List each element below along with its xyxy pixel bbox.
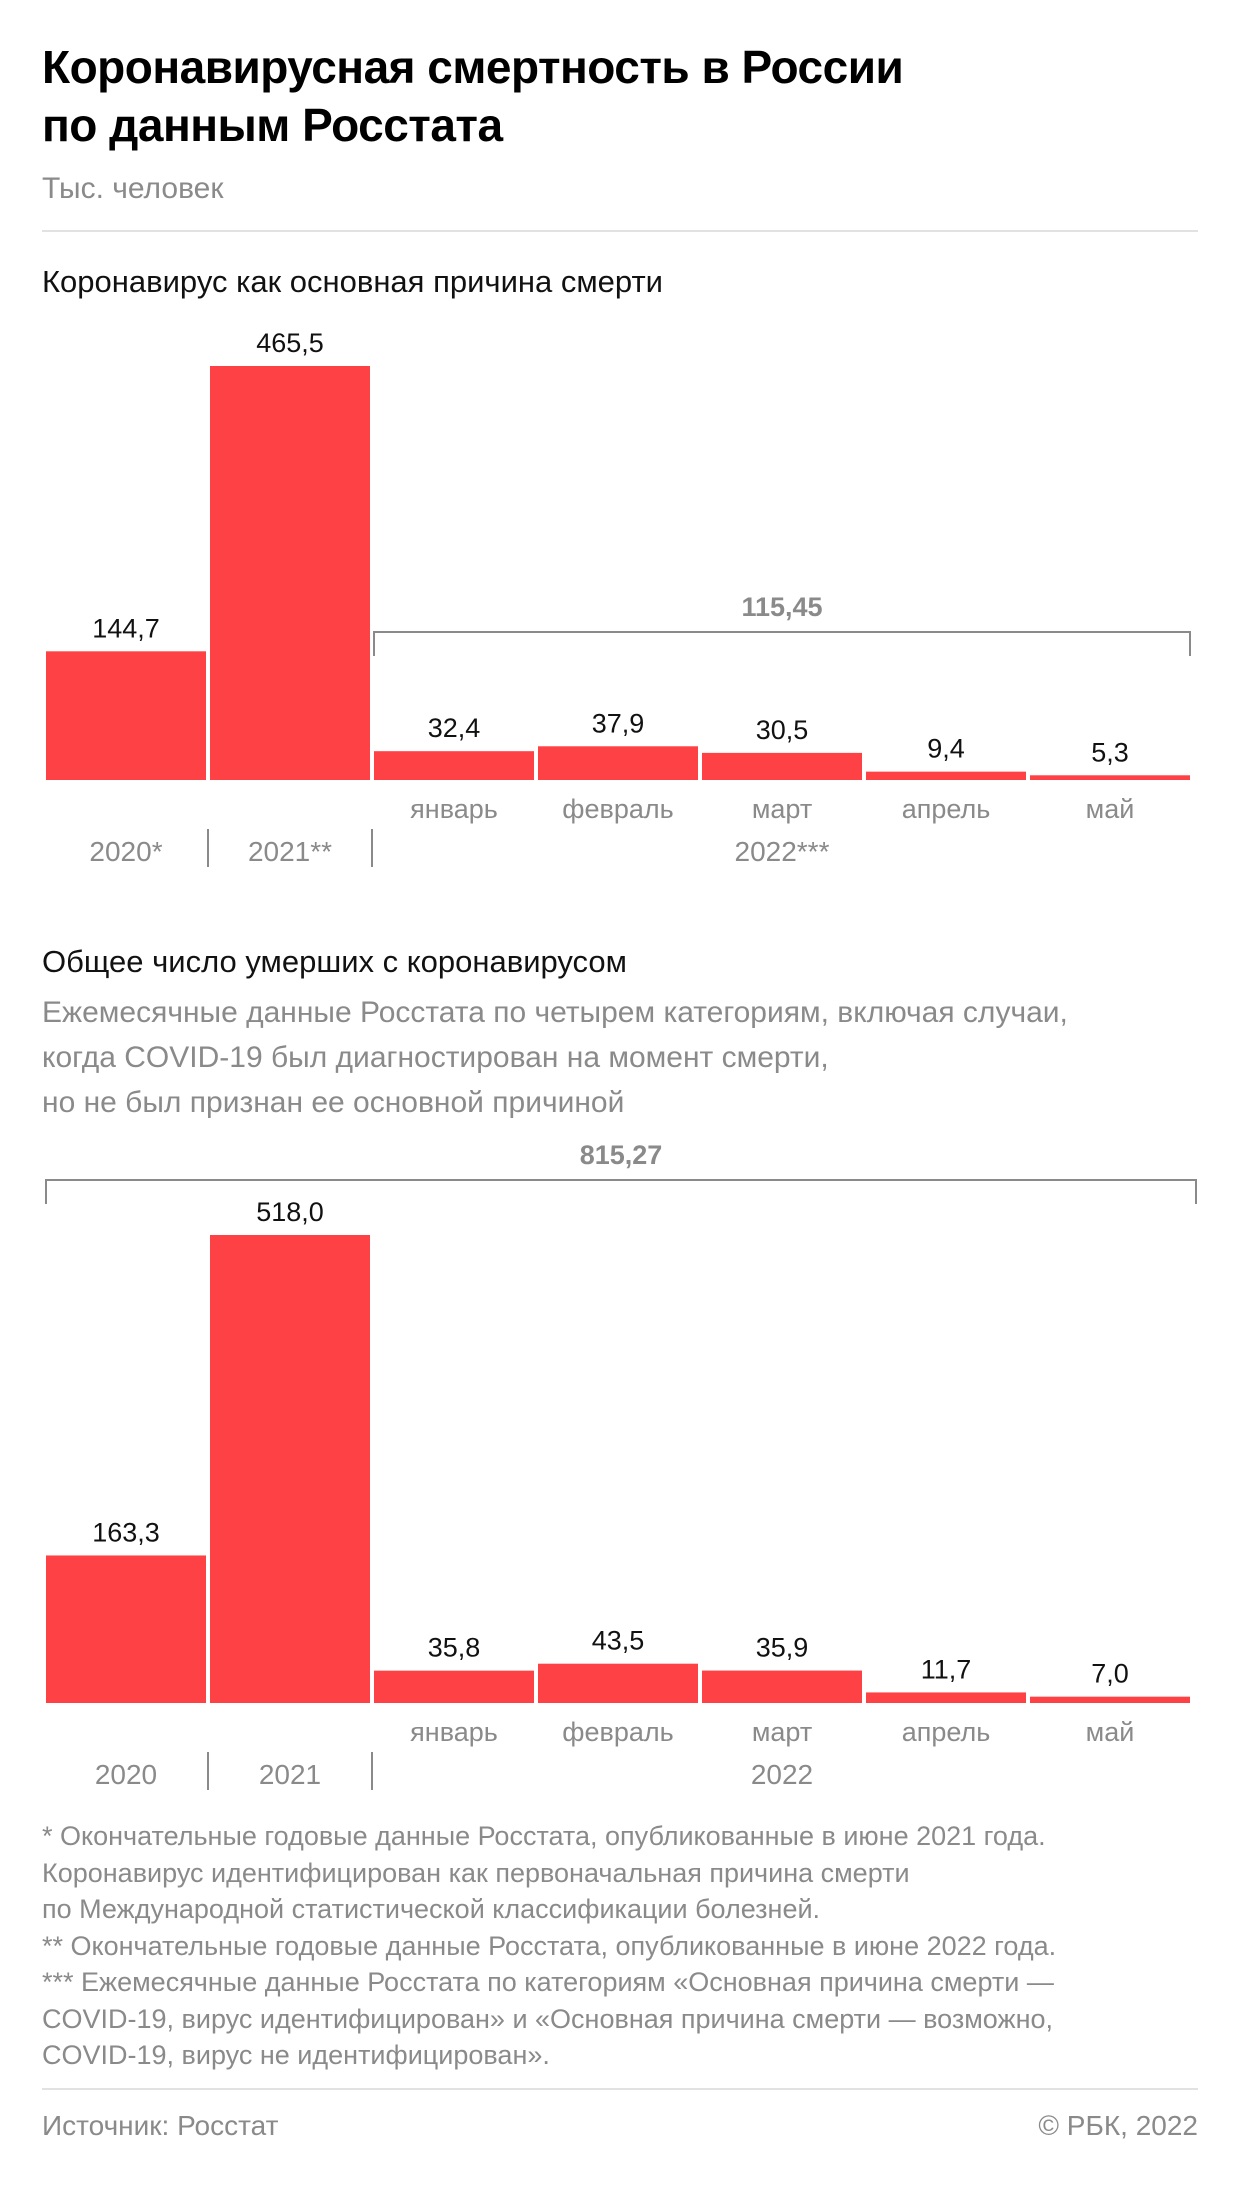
copyright-label: © РБК, 2022 xyxy=(1038,2110,1198,2141)
bar xyxy=(374,751,534,780)
bar xyxy=(210,366,370,780)
month-label: май xyxy=(1086,1717,1135,1747)
footnote-line: по Международной статистической классифи… xyxy=(42,1894,821,1924)
units-subtitle: Тыс. человек xyxy=(42,172,224,205)
total-bracket xyxy=(45,1179,1197,1204)
value-label: 7,0 xyxy=(1091,1659,1129,1689)
bar xyxy=(374,1670,534,1703)
source-label: Источник: Росстат xyxy=(42,2110,279,2141)
year-label: 2021 xyxy=(259,1759,321,1790)
month-label: февраль xyxy=(562,794,673,824)
total-label: 815,27 xyxy=(580,1140,663,1170)
value-label: 518,0 xyxy=(256,1197,324,1227)
month-label: январь xyxy=(410,1717,498,1747)
year-label: 2021** xyxy=(248,836,332,867)
footnote-line: COVID-19, вирус не идентифицирован». xyxy=(42,2040,550,2070)
footnote-line: ** Окончательные годовые данные Росстата… xyxy=(42,1930,1057,1961)
chart2-title: Общее число умерших с коронавирусом xyxy=(42,944,627,979)
value-label: 163,3 xyxy=(92,1517,160,1547)
value-label: 144,7 xyxy=(92,613,160,643)
bar xyxy=(538,1663,698,1703)
total-bracket xyxy=(373,631,1191,656)
chart1-title: Коронавирус как основная причина смерти xyxy=(42,264,663,299)
footnote-line: * Окончательные годовые данные Росстата,… xyxy=(42,1821,1046,1851)
value-label: 11,7 xyxy=(921,1654,972,1684)
value-label: 35,9 xyxy=(756,1633,809,1663)
chart-underlying-cause: 144,7 465,5 32,4 37,9 30,5 9,4 5,3 январь феврал… xyxy=(46,328,1191,867)
bar xyxy=(702,1670,862,1703)
title-line-2: по данным Росстата xyxy=(42,99,503,151)
value-label: 9,4 xyxy=(927,734,965,764)
month-label: март xyxy=(752,1717,812,1747)
value-label: 30,5 xyxy=(756,715,809,745)
chart2-note: Ежемесячные данные Росстата по четырем к… xyxy=(42,990,1222,1125)
year-label: 2020* xyxy=(89,836,162,867)
year-label: 2022 xyxy=(751,1759,813,1790)
value-label: 43,5 xyxy=(592,1626,645,1656)
bar xyxy=(866,771,1026,780)
value-label: 35,8 xyxy=(428,1633,481,1663)
top-divider xyxy=(42,230,1198,232)
bar xyxy=(46,1555,206,1703)
month-label: апрель xyxy=(902,1717,991,1747)
bar xyxy=(538,746,698,780)
bar xyxy=(210,1235,370,1703)
title-line-1: Коронавирусная смертность в России xyxy=(42,41,904,93)
total-label: 115,45 xyxy=(741,592,822,622)
bar xyxy=(1030,1696,1190,1703)
footnotes: * Окончательные годовые данные Росстата,… xyxy=(42,1818,1212,2074)
month-label: май xyxy=(1086,794,1135,824)
footnote-line: COVID-19, вирус идентифицирован» и «Осно… xyxy=(42,2003,1054,2034)
value-label: 32,4 xyxy=(428,713,481,743)
year-label: 2020 xyxy=(95,1759,157,1790)
month-label: март xyxy=(752,794,812,824)
chart2-note-line-1: Ежемесячные данные Росстата по четырем к… xyxy=(42,996,1068,1029)
chart-total-deaths: 163,3 518,0 35,8 43,5 35,9 11,7 7,0 январь февра… xyxy=(45,1140,1197,1790)
value-label: 37,9 xyxy=(592,708,645,738)
month-label: апрель xyxy=(902,794,991,824)
month-label: февраль xyxy=(562,1717,673,1747)
footnote-line: *** Ежемесячные данные Росстата по катег… xyxy=(42,1967,1054,1997)
bottom-divider xyxy=(42,2088,1198,2090)
footnote-line: Коронавирус идентифицирован как первонач… xyxy=(42,1857,910,1888)
year-label: 2022*** xyxy=(735,836,830,867)
month-label: январь xyxy=(410,794,498,824)
bar xyxy=(1030,775,1190,780)
bar xyxy=(866,1692,1026,1703)
value-label: 5,3 xyxy=(1091,737,1129,767)
value-label: 465,5 xyxy=(256,328,324,358)
page-title: Коронавирусная смертность в России по да… xyxy=(42,38,1202,154)
bar xyxy=(46,651,206,780)
chart2-note-line-2: когда COVID-19 был диагностирован на мом… xyxy=(42,1041,829,1074)
chart2-note-line-3: но не был признан ее основной причиной xyxy=(42,1086,625,1119)
bar xyxy=(702,752,862,780)
